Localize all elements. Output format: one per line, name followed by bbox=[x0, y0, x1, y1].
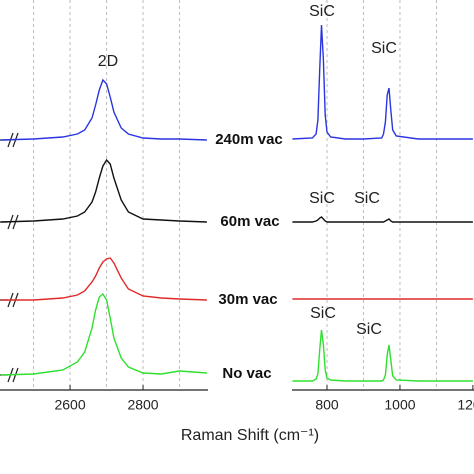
spectrum-line bbox=[292, 216, 473, 223]
spectrum-line bbox=[292, 24, 473, 140]
trace-label: No vac bbox=[222, 365, 271, 382]
x-tick-label: 1200 bbox=[457, 397, 474, 413]
spectrum-line bbox=[292, 329, 473, 382]
peak-label: SiC bbox=[356, 321, 382, 338]
trace-label: 240m vac bbox=[215, 131, 283, 148]
peak-label: SiC bbox=[354, 190, 380, 207]
axis-breaks bbox=[0, 132, 19, 383]
peak-label: SiC bbox=[310, 305, 336, 322]
spectrum-line bbox=[0, 257, 207, 301]
x-tick-label: 800 bbox=[315, 397, 339, 413]
peak-label: SiC bbox=[371, 40, 397, 57]
x-tick-label: 2600 bbox=[54, 397, 85, 413]
trace-label: 30m vac bbox=[218, 291, 277, 308]
peak-label: 2D bbox=[98, 53, 118, 70]
x-tick-label: 2800 bbox=[127, 397, 158, 413]
peak-label: SiC bbox=[309, 3, 335, 20]
trace-label: 60m vac bbox=[220, 213, 279, 230]
spectrum-line bbox=[0, 158, 207, 223]
spectrum-line bbox=[0, 78, 207, 141]
peak-label: SiC bbox=[309, 190, 335, 207]
x-tick-label: 1000 bbox=[384, 397, 415, 413]
x-axis-label: Raman Shift (cm⁻¹) bbox=[181, 427, 319, 444]
spectrum-line bbox=[0, 292, 207, 376]
